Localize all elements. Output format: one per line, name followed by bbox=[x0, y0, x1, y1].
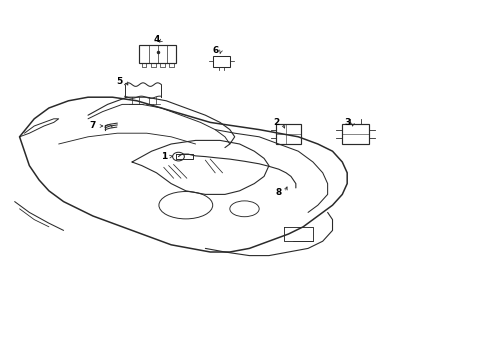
Text: 1: 1 bbox=[161, 152, 166, 161]
Bar bbox=[139, 45, 176, 63]
Text: 4: 4 bbox=[153, 35, 160, 44]
Text: 3: 3 bbox=[344, 118, 349, 127]
Bar bbox=[276, 124, 300, 144]
Text: 7: 7 bbox=[89, 122, 96, 130]
Text: 5: 5 bbox=[117, 77, 122, 85]
Text: 8: 8 bbox=[275, 188, 281, 197]
Bar bbox=[342, 124, 368, 144]
Text: 6: 6 bbox=[212, 46, 218, 55]
Text: 2: 2 bbox=[273, 118, 279, 127]
Bar bbox=[212, 56, 229, 67]
